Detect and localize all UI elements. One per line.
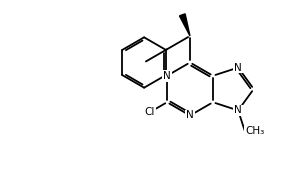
Text: Cl: Cl: [145, 107, 155, 117]
Text: N: N: [234, 62, 242, 73]
Text: CH₃: CH₃: [245, 126, 264, 136]
Text: N: N: [186, 110, 194, 121]
Text: N: N: [163, 71, 171, 81]
Polygon shape: [179, 14, 190, 36]
Text: N: N: [234, 105, 242, 115]
